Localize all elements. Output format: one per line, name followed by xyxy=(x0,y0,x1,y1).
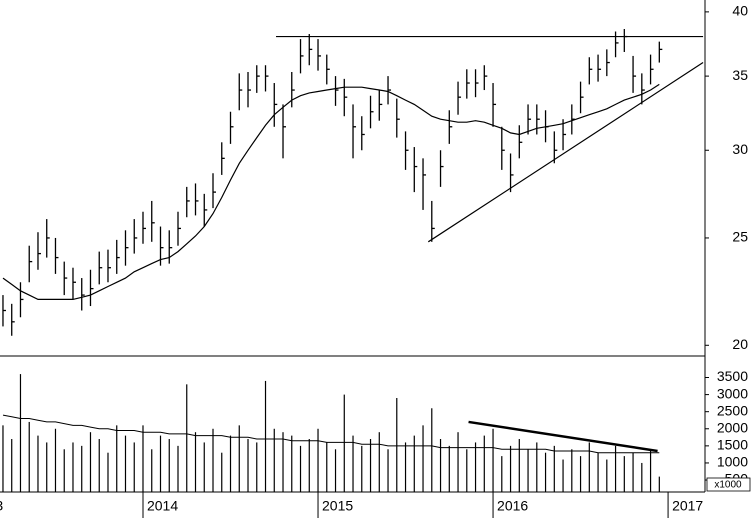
x-tick-label: 2013 xyxy=(0,498,3,514)
trend-line xyxy=(427,62,704,243)
unit-label: x1000 xyxy=(714,480,742,491)
moving-average xyxy=(2,83,660,300)
y-tick-label: 35 xyxy=(732,67,748,83)
y-tick-label: 20 xyxy=(732,336,748,352)
y-tick-label: 3000 xyxy=(717,385,748,401)
x-tick-label: 2014 xyxy=(147,498,178,514)
x-tick-label: 2017 xyxy=(672,498,703,514)
unit-label-box xyxy=(706,477,751,492)
x-tick-label: 2016 xyxy=(497,498,528,514)
trend-line xyxy=(468,420,658,453)
y-tick-label: 2500 xyxy=(717,402,748,418)
y-tick-label: 1500 xyxy=(717,437,748,453)
y-tick-label: 25 xyxy=(732,229,748,245)
y-tick-label: 1000 xyxy=(717,454,748,470)
y-tick-label: 40 xyxy=(732,3,748,19)
y-tick-label: 3500 xyxy=(717,368,748,384)
moving-average xyxy=(2,414,660,454)
y-tick-label: 2000 xyxy=(717,419,748,435)
plot-area: 2013 2014 2015 2016 2017 xyxy=(0,29,703,518)
y-tick-label: 30 xyxy=(732,141,748,157)
x-tick-label: 2015 xyxy=(322,498,353,514)
